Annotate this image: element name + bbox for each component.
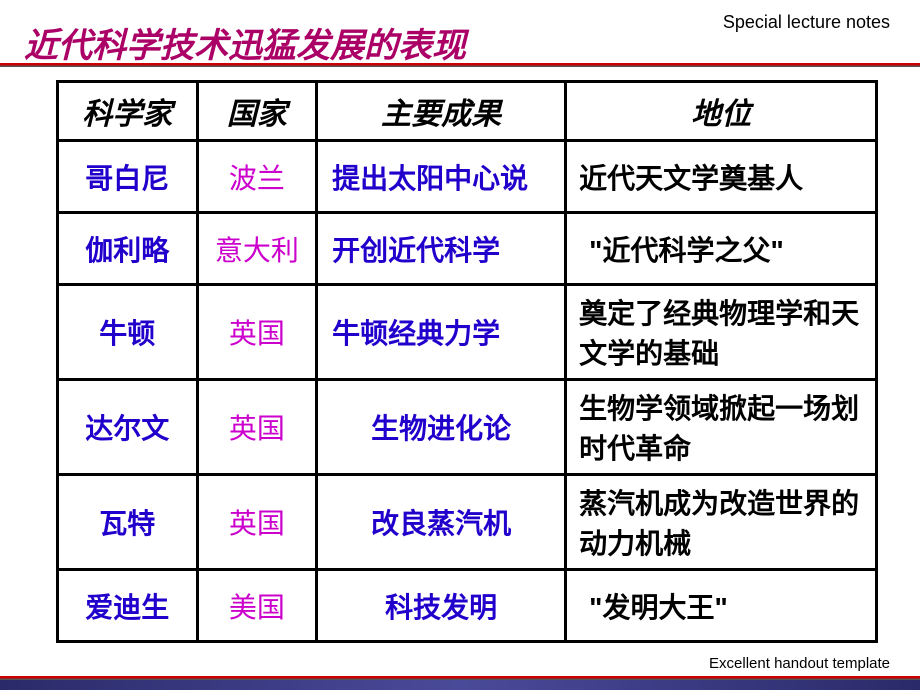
cell-achievement: 科技发明: [317, 570, 566, 642]
table-row: 爱迪生 美国 科技发明 "发明大王": [58, 570, 877, 642]
cell-achievement: 生物进化论: [317, 380, 566, 475]
cell-status: "近代科学之父": [566, 213, 877, 285]
cell-scientist: 哥白尼: [58, 141, 198, 213]
table-row: 哥白尼 波兰 提出太阳中心说 近代天文学奠基人: [58, 141, 877, 213]
cell-achievement: 牛顿经典力学: [317, 285, 566, 380]
cell-country: 英国: [197, 475, 317, 570]
cell-status: 生物学领域掀起一场划时代革命: [566, 380, 877, 475]
page-title: 近代科学技术迅猛发展的表现: [24, 18, 466, 67]
cell-country: 英国: [197, 380, 317, 475]
cell-country: 英国: [197, 285, 317, 380]
th-country: 国家: [197, 82, 317, 141]
cell-achievement: 改良蒸汽机: [317, 475, 566, 570]
cell-country: 意大利: [197, 213, 317, 285]
scientists-table: 科学家 国家 主要成果 地位 哥白尼 波兰 提出太阳中心说 近代天文学奠基人 伽…: [56, 80, 878, 643]
table-body: 哥白尼 波兰 提出太阳中心说 近代天文学奠基人 伽利略 意大利 开创近代科学 "…: [58, 141, 877, 642]
table-row: 达尔文 英国 生物进化论 生物学领域掀起一场划时代革命: [58, 380, 877, 475]
cell-status: "发明大王": [566, 570, 877, 642]
table-header-row: 科学家 国家 主要成果 地位: [58, 82, 877, 141]
footer-note: Excellent handout template: [709, 655, 890, 672]
cell-scientist: 伽利略: [58, 213, 198, 285]
cell-status: 蒸汽机成为改造世界的动力机械: [566, 475, 877, 570]
th-status: 地位: [566, 82, 877, 141]
cell-status: 近代天文学奠基人: [566, 141, 877, 213]
cell-scientist: 达尔文: [58, 380, 198, 475]
footer-band: [0, 680, 920, 690]
table-row: 牛顿 英国 牛顿经典力学 奠定了经典物理学和天文学的基础: [58, 285, 877, 380]
table-row: 瓦特 英国 改良蒸汽机 蒸汽机成为改造世界的动力机械: [58, 475, 877, 570]
cell-achievement: 开创近代科学: [317, 213, 566, 285]
header-note: Special lecture notes: [723, 12, 890, 33]
cell-scientist: 牛顿: [58, 285, 198, 380]
cell-country: 波兰: [197, 141, 317, 213]
top-divider: [0, 63, 920, 67]
th-achievement: 主要成果: [317, 82, 566, 141]
cell-scientist: 瓦特: [58, 475, 198, 570]
cell-country: 美国: [197, 570, 317, 642]
cell-status: 奠定了经典物理学和天文学的基础: [566, 285, 877, 380]
cell-scientist: 爱迪生: [58, 570, 198, 642]
scientists-table-wrap: 科学家 国家 主要成果 地位 哥白尼 波兰 提出太阳中心说 近代天文学奠基人 伽…: [56, 80, 878, 643]
cell-achievement: 提出太阳中心说: [317, 141, 566, 213]
table-row: 伽利略 意大利 开创近代科学 "近代科学之父": [58, 213, 877, 285]
th-scientist: 科学家: [58, 82, 198, 141]
